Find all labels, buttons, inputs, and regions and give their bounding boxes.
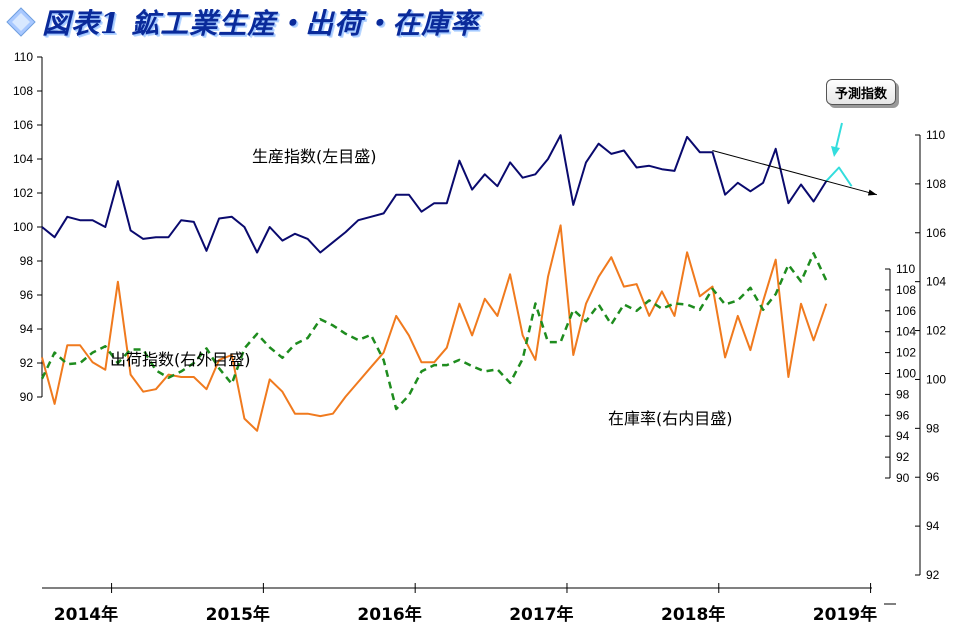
right-inner-axis-tick-label: 102 [896,346,916,360]
right-outer-axis-tick-label: 108 [926,177,946,191]
trend-arrow-head [867,189,877,196]
x-axis-year-label: 2018年 [661,604,725,625]
right-inner-axis-tick-label: 94 [896,429,910,443]
forecast-callout-arrow [835,122,843,149]
shipments-series-label: 出荷指数(右外目盛) [110,350,251,369]
left-axis-tick-label: 104 [13,152,33,166]
right-outer-axis-tick-label: 94 [926,519,940,533]
left-axis-tick-label: 96 [20,288,34,302]
production-series-line [41,134,828,254]
left-axis-tick-label: 92 [20,356,34,370]
right-inner-axis-tick-label: 108 [896,283,916,297]
right-inner-axis-tick-label: 106 [896,304,916,318]
right-outer-axis-tick-label: 104 [926,275,946,289]
right-outer-axis-tick-label: 98 [926,421,940,435]
right-inner-axis-tick-label: 104 [896,325,916,339]
left-axis-tick-label: 94 [20,322,34,336]
x-axis-year-label: 2019年 [813,604,877,625]
forecast-series-line [825,166,853,187]
left-axis-tick-label: 98 [20,254,34,268]
x-axis-year-label: 2014年 [54,604,118,625]
left-axis-tick-label: 100 [13,220,33,234]
right-inner-axis-tick-label: 96 [896,408,910,422]
right-outer-axis-tick-label: 106 [926,226,946,240]
right-inner-axis-tick-label: 90 [896,471,910,485]
right-outer-axis-tick-label: 92 [926,568,940,582]
right-inner-axis-tick-label: 92 [896,450,910,464]
right-inner-axis-tick-label: 110 [896,262,915,276]
right-outer-axis-tick-label: 102 [926,324,946,338]
trend-arrow-line [712,150,878,196]
diamond-icon [6,7,36,37]
forecast-label: 予測指数 [834,86,887,102]
right-outer-axis-tick-label: 110 [926,128,945,142]
inventory-series-label: 在庫率(右内目盛) [608,409,733,428]
x-axis-year-label: 2015年 [206,604,270,625]
inventory-series-line [40,252,828,411]
chart-labels: 生産指数(左目盛) 出荷指数(右外目盛) 在庫率(右内目盛) [110,147,733,428]
forecast-label-box: 予測指数 [826,79,896,105]
right-outer-axis-tick-label: 96 [926,470,940,484]
left-axis-tick-label: 102 [13,186,33,200]
shipments-series-line [41,224,828,432]
chart-series [40,122,878,432]
right-inner-axis-tick-label: 100 [896,367,916,381]
production-series-label: 生産指数(左目盛) [252,147,377,166]
forecast-callout-arrow-head [831,146,840,157]
x-axis-year-label: 2016年 [357,604,421,625]
left-axis-tick-label: 110 [14,50,33,64]
left-axis-tick-label: 108 [13,84,33,98]
x-axis-year-label: 2017年 [509,604,573,625]
chart-title-bar: 図表1 鉱工業生産・出荷・在庫率 [6,2,479,42]
chart-axes: 90 92 94 96 98 100 102 104 106 108 110 92 94 96 98 100 1… [13,50,946,625]
left-axis-tick-label: 90 [20,390,34,404]
chart-title: 図表1 鉱工業生産・出荷・在庫率 [42,7,480,40]
right-inner-axis-tick-label: 98 [896,387,910,401]
right-outer-axis-tick-label: 100 [926,372,946,386]
left-axis-tick-label: 106 [13,118,33,132]
